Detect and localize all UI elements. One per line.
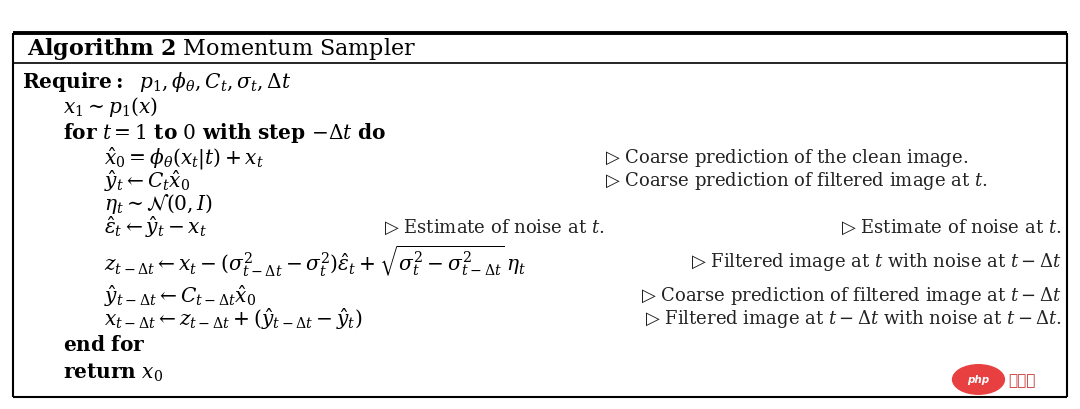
Text: $\triangleright$ Filtered image at $t - \Delta t$ with noise at $t - \Delta t$.: $\triangleright$ Filtered image at $t - … (645, 307, 1062, 329)
Text: $\mathbf{end\ for}$: $\mathbf{end\ for}$ (63, 335, 146, 354)
Text: $x_1 \sim p_1(x)$: $x_1 \sim p_1(x)$ (63, 95, 158, 119)
Text: $\mathbf{return}\ x_0$: $\mathbf{return}\ x_0$ (63, 361, 163, 383)
Text: $\triangleright$ Estimate of noise at $t$.: $\triangleright$ Estimate of noise at $t… (384, 217, 605, 236)
Text: php: php (968, 375, 989, 384)
Ellipse shape (953, 365, 1004, 394)
Text: $\triangleright$ Estimate of noise at $t$.: $\triangleright$ Estimate of noise at $t… (841, 217, 1062, 236)
Text: $\triangleright$ Coarse prediction of filtered image at $t - \Delta t$: $\triangleright$ Coarse prediction of fi… (640, 284, 1062, 306)
Text: $\triangleright$ Coarse prediction of filtered image at $t$.: $\triangleright$ Coarse prediction of fi… (605, 170, 987, 192)
Text: 中文网: 中文网 (1009, 372, 1036, 387)
Text: $\hat{x}_0 = \phi_\theta(x_t|t) + x_t$: $\hat{x}_0 = \phi_\theta(x_t|t) + x_t$ (104, 145, 264, 171)
Text: $\eta_t \sim \mathcal{N}(0, I)$: $\eta_t \sim \mathcal{N}(0, I)$ (104, 192, 213, 216)
Text: $\triangleright$ Filtered image at $t$ with noise at $t - \Delta t$: $\triangleright$ Filtered image at $t$ w… (691, 250, 1062, 272)
Text: $\mathbf{for}\ t = 1\ \mathbf{to}\ 0\ \mathbf{with\ step}\ {-\Delta t}\ \mathbf{: $\mathbf{for}\ t = 1\ \mathbf{to}\ 0\ \m… (63, 121, 386, 144)
Text: $\mathbf{Require{:}}$  $p_1, \phi_\theta, C_t, \sigma_t, \Delta t$: $\mathbf{Require{:}}$ $p_1, \phi_\theta,… (22, 70, 291, 94)
Text: $\hat{y}_{t-\Delta t} \leftarrow C_{t-\Delta t}\hat{x}_0$: $\hat{y}_{t-\Delta t} \leftarrow C_{t-\D… (104, 283, 256, 308)
Text: $\triangleright$ Coarse prediction of the clean image.: $\triangleright$ Coarse prediction of th… (605, 147, 968, 169)
Text: $\hat{\epsilon}_t \leftarrow \hat{y}_t - x_t$: $\hat{\epsilon}_t \leftarrow \hat{y}_t -… (104, 214, 206, 239)
Text: $\mathbf{Algorithm\ 2}$ Momentum Sampler: $\mathbf{Algorithm\ 2}$ Momentum Sampler (27, 36, 416, 62)
Text: $z_{t-\Delta t} \leftarrow x_t - (\sigma^2_{t-\Delta t} - \sigma^2_t)\hat{\epsil: $z_{t-\Delta t} \leftarrow x_t - (\sigma… (104, 243, 526, 279)
Text: $x_{t-\Delta t} \leftarrow z_{t-\Delta t} + (\hat{y}_{t-\Delta t} - \hat{y}_t)$: $x_{t-\Delta t} \leftarrow z_{t-\Delta t… (104, 306, 362, 331)
Text: $\hat{y}_t \leftarrow C_t\hat{x}_0$: $\hat{y}_t \leftarrow C_t\hat{x}_0$ (104, 168, 190, 193)
